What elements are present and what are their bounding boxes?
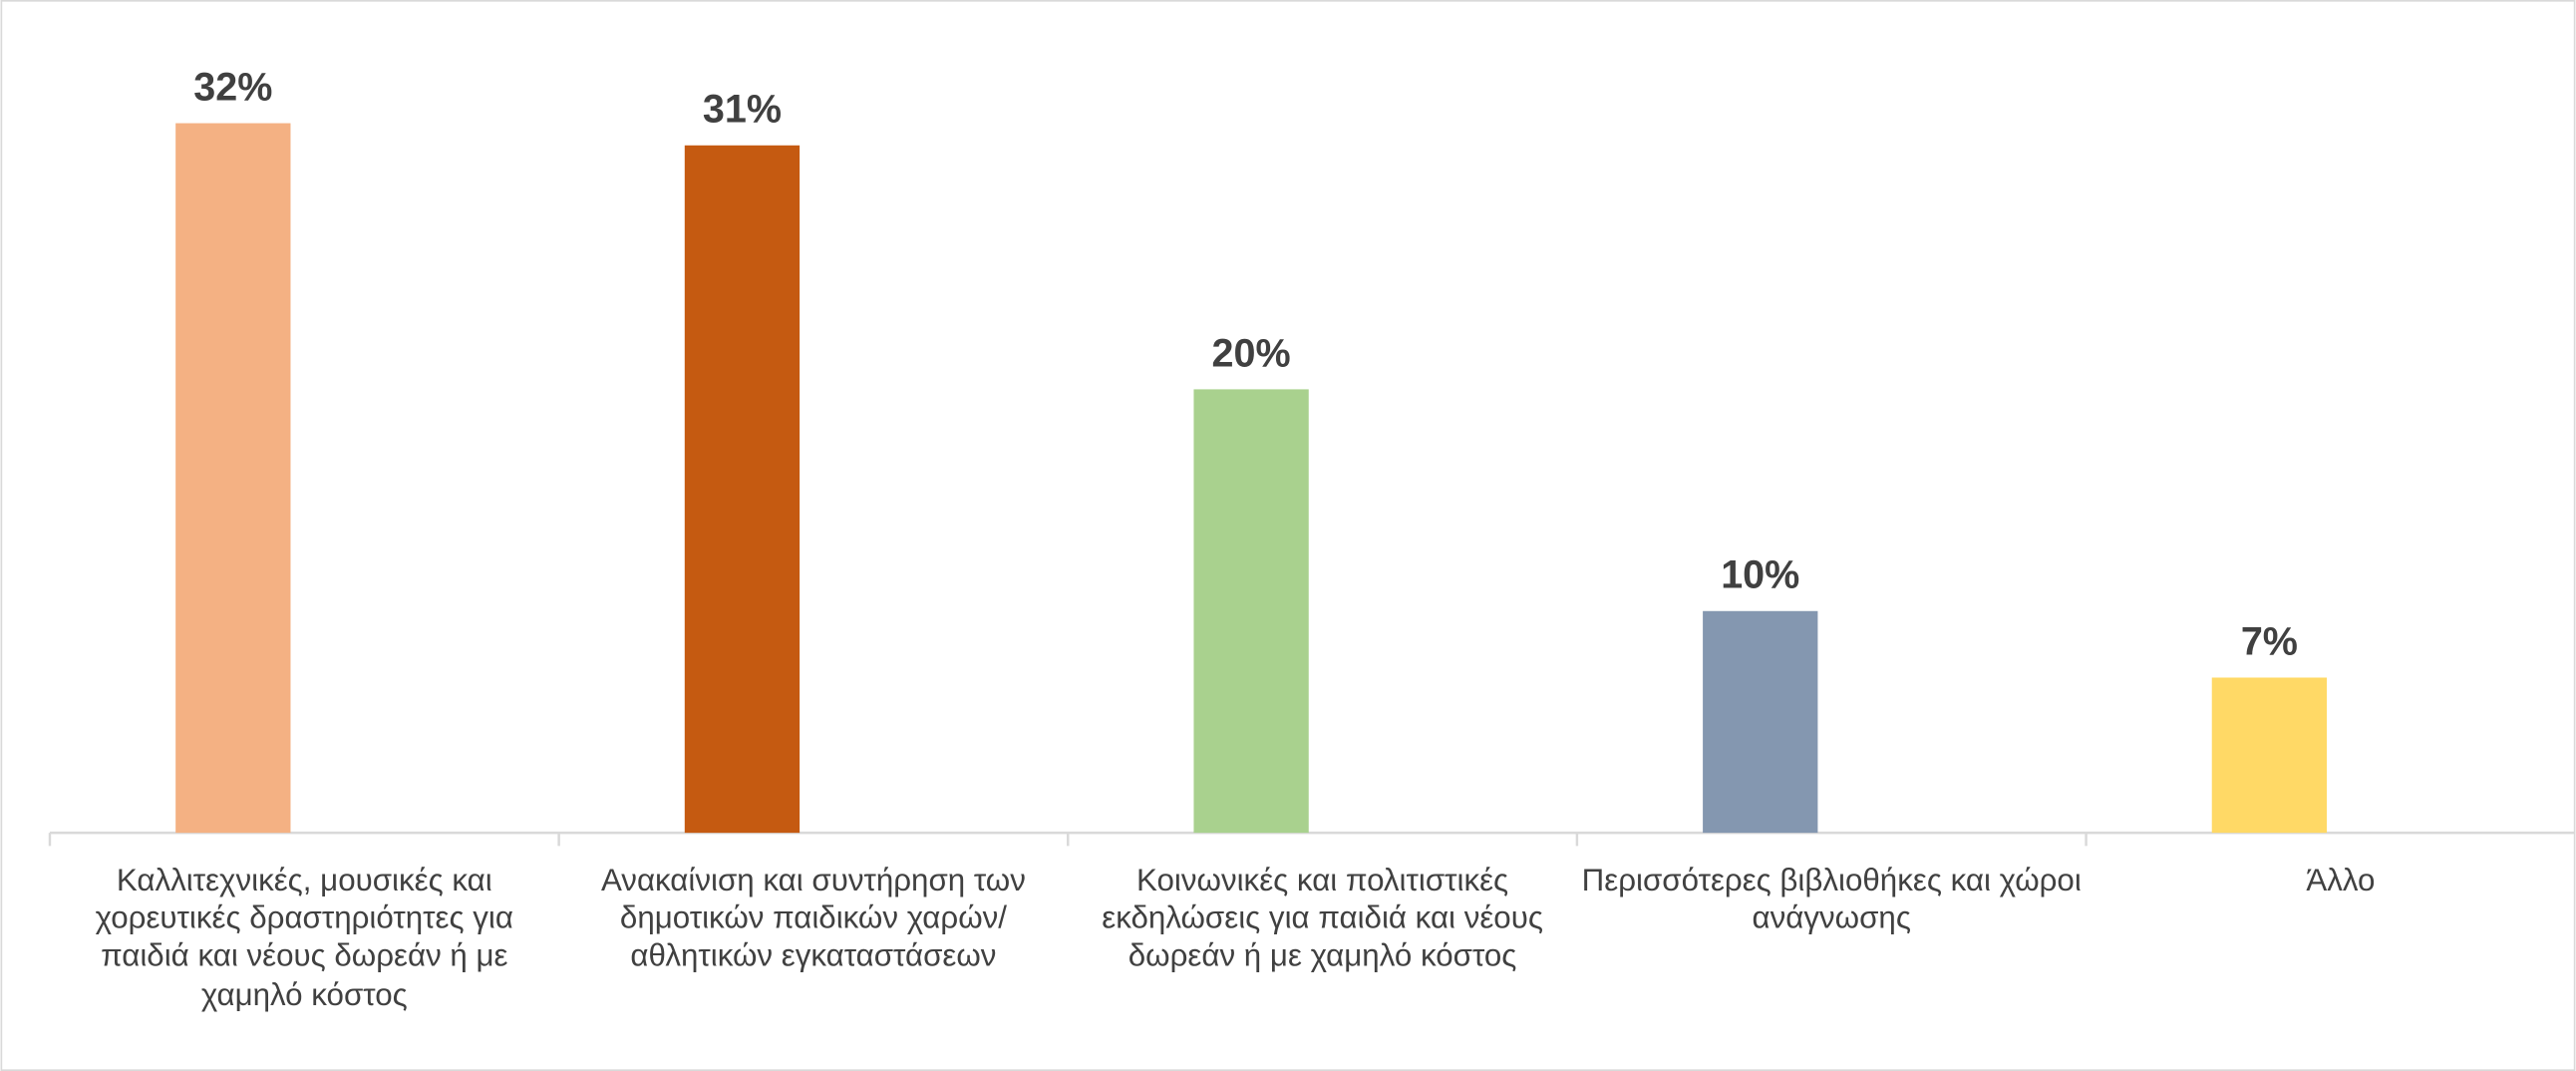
x-tick-label-box: Καλλιτεχνικές, μουσικές και χορευτικές δ… [95,864,513,1013]
x-tick-label-box: Κοινωνικές και πολιτιστικές εκδηλώσεις γ… [1102,864,1543,975]
x-tick-label: Περισσότερες βιβλιοθήκες και χώροι ανάγν… [1581,864,2082,937]
data-label: 31% [703,88,782,132]
x-tick-label-box: Άλλο [2306,864,2376,899]
bar [2211,677,2328,834]
bar [1193,389,1309,834]
x-tick-label: Ανακαίνιση και συντήρηση των δημοτικών π… [600,864,1026,975]
bar [175,123,291,834]
bar [1703,610,1818,834]
x-tick-label: Κοινωνικές και πολιτιστικές εκδηλώσεις γ… [1102,864,1543,975]
data-label: 10% [1721,553,1799,597]
x-tick-label-box: Περισσότερες βιβλιοθήκες και χώροι ανάγν… [1581,864,2082,937]
data-label: 20% [1212,331,1291,375]
x-tick-label: Καλλιτεχνικές, μουσικές και χορευτικές δ… [95,864,513,1013]
x-tick-label: Άλλο [2306,864,2376,899]
data-label: 7% [2241,619,2298,663]
x-tick-label-box: Ανακαίνιση και συντήρηση των δημοτικών π… [600,864,1026,975]
data-label: 32% [193,65,272,109]
bar [684,145,801,834]
